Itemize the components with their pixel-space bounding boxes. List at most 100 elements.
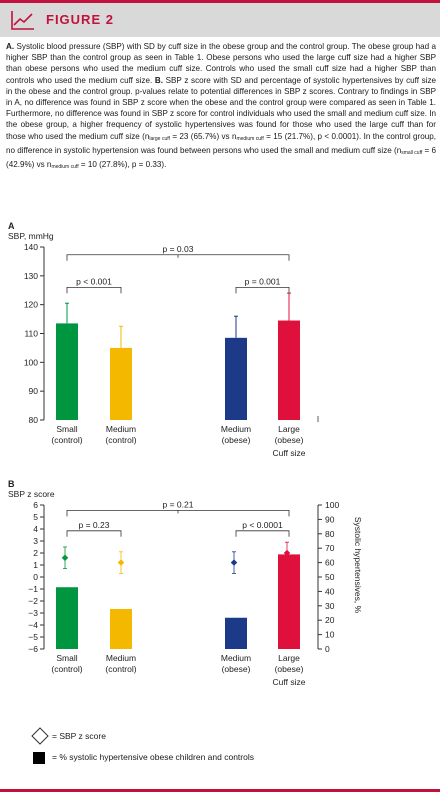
y-axis-label: SBP z score bbox=[8, 489, 55, 499]
p-value-label: p < 0.0001 bbox=[242, 520, 283, 530]
x-category-label: Medium bbox=[221, 653, 251, 663]
x-group-label: (obese) bbox=[275, 664, 304, 674]
x-group-label: (control) bbox=[51, 435, 82, 445]
y-tick-label: 120 bbox=[24, 300, 38, 310]
legend-square-icon bbox=[33, 752, 45, 764]
y-tick-label: 3 bbox=[33, 536, 38, 546]
y2-tick-label: 100 bbox=[325, 500, 339, 510]
legend-diamond-label: = SBP z score bbox=[52, 731, 106, 741]
x-category-label: Large bbox=[278, 424, 300, 434]
y2-tick-label: 20 bbox=[325, 615, 335, 625]
y-tick-label: 130 bbox=[24, 271, 38, 281]
p-value-label: p = 0.23 bbox=[79, 520, 110, 530]
y-tick-label: 100 bbox=[24, 357, 38, 367]
x-group-label: (control) bbox=[105, 435, 136, 445]
x-group-label: (control) bbox=[105, 664, 136, 674]
caption-b-text-2: = 23 (65.7%) vs n bbox=[169, 131, 237, 141]
caption-a-label: A. bbox=[6, 42, 15, 51]
y2-axis-label: Systolic hypertensives, % bbox=[353, 517, 363, 614]
caption-b-label: B. bbox=[154, 75, 163, 85]
y-axis-label: SBP, mmHg bbox=[8, 231, 54, 241]
x-group-label: (control) bbox=[51, 664, 82, 674]
y-tick-label: 110 bbox=[24, 329, 38, 339]
significance-bracket bbox=[66, 510, 290, 517]
bar bbox=[56, 587, 78, 649]
y-tick-label: 2 bbox=[33, 548, 38, 558]
y2-tick-label: 80 bbox=[325, 529, 335, 539]
line-chart-icon bbox=[11, 11, 34, 30]
bar bbox=[278, 320, 300, 420]
bar bbox=[225, 337, 247, 420]
y-tick-label: 4 bbox=[33, 524, 38, 534]
caption-sub-medium: medium cuff bbox=[236, 135, 264, 142]
y-tick-label: 6 bbox=[33, 500, 38, 510]
legend-diamond-icon bbox=[31, 727, 49, 745]
y-tick-label: −1 bbox=[28, 584, 38, 594]
z-score-point bbox=[283, 549, 291, 557]
panel-label: A bbox=[8, 221, 15, 231]
y-tick-label: −6 bbox=[28, 644, 38, 654]
caption-b-text-1: SBP z score with SD and percentage of sy… bbox=[6, 75, 437, 141]
x-group-label: (obese) bbox=[222, 435, 251, 445]
caption-a-text: Systolic blood pressure (SBP) with SD by… bbox=[6, 42, 437, 85]
p-value-label: p < 0.001 bbox=[76, 276, 112, 286]
y-tick-label: 5 bbox=[33, 512, 38, 522]
figure-caption: A. Systolic blood pressure (SBP) with SD… bbox=[6, 41, 436, 173]
significance-bracket bbox=[235, 530, 290, 537]
significance-bracket bbox=[66, 530, 122, 537]
caption-sub-medium-2: medium cuff bbox=[51, 164, 79, 171]
p-value-label: p = 0.001 bbox=[245, 276, 281, 286]
x-group-label: (obese) bbox=[222, 664, 251, 674]
bar bbox=[110, 347, 132, 420]
bottom-accent-line bbox=[0, 789, 440, 792]
caption-b-text-4: = 6 (42.9%) vs n bbox=[6, 145, 436, 170]
y-tick-label: 80 bbox=[29, 415, 39, 425]
significance-bracket bbox=[66, 286, 122, 294]
bar bbox=[56, 323, 78, 420]
top-accent-line bbox=[0, 0, 440, 3]
y-tick-label: −5 bbox=[28, 632, 38, 642]
y2-tick-label: 40 bbox=[325, 586, 335, 596]
panel-label: B bbox=[8, 479, 15, 489]
y2-tick-label: 70 bbox=[325, 543, 335, 553]
x-category-label: Medium bbox=[106, 653, 136, 663]
figure-header: FIGURE 2 bbox=[0, 3, 440, 37]
x-category-label: Medium bbox=[106, 424, 136, 434]
figure-title: FIGURE 2 bbox=[46, 12, 114, 27]
legend-square-label: = % systolic hypertensive obese children… bbox=[52, 752, 254, 762]
x-category-label: Small bbox=[56, 424, 77, 434]
y-tick-label: 90 bbox=[29, 386, 39, 396]
z-score-point bbox=[230, 559, 238, 566]
y2-tick-label: 60 bbox=[325, 558, 335, 568]
y2-tick-label: 0 bbox=[325, 644, 330, 654]
z-score-point bbox=[61, 554, 69, 562]
x-axis-label: Cuff size bbox=[273, 677, 306, 687]
y-tick-label: −4 bbox=[28, 620, 38, 630]
x-category-label: Medium bbox=[221, 424, 251, 434]
y-tick-label: 140 bbox=[24, 242, 38, 252]
x-axis-label: Cuff size bbox=[273, 448, 306, 458]
caption-b-text-3: = 15 (21.7%), p < 0.0001). In the contro… bbox=[6, 131, 436, 155]
y-tick-label: 1 bbox=[33, 560, 38, 570]
caption-sub-small: small cuff bbox=[401, 149, 423, 156]
p-value-label: p = 0.21 bbox=[163, 499, 194, 509]
z-score-point bbox=[117, 559, 125, 566]
x-category-label: Small bbox=[56, 653, 77, 663]
p-value-label: p = 0.03 bbox=[163, 244, 194, 254]
y2-tick-label: 10 bbox=[325, 630, 335, 640]
y-tick-label: −2 bbox=[28, 596, 38, 606]
y-tick-label: 0 bbox=[33, 572, 38, 582]
x-category-label: Large bbox=[278, 653, 300, 663]
bar bbox=[110, 608, 132, 649]
y2-tick-label: 90 bbox=[325, 514, 335, 524]
caption-b-text-5: = 10 (27.8%), p = 0.33). bbox=[78, 160, 167, 170]
bar bbox=[225, 617, 247, 649]
caption-sub-large: large cuff bbox=[149, 135, 170, 142]
y-tick-label: −3 bbox=[28, 608, 38, 618]
significance-bracket bbox=[235, 286, 290, 294]
x-group-label: (obese) bbox=[275, 435, 304, 445]
bar bbox=[278, 554, 300, 649]
y2-tick-label: 50 bbox=[325, 572, 335, 582]
